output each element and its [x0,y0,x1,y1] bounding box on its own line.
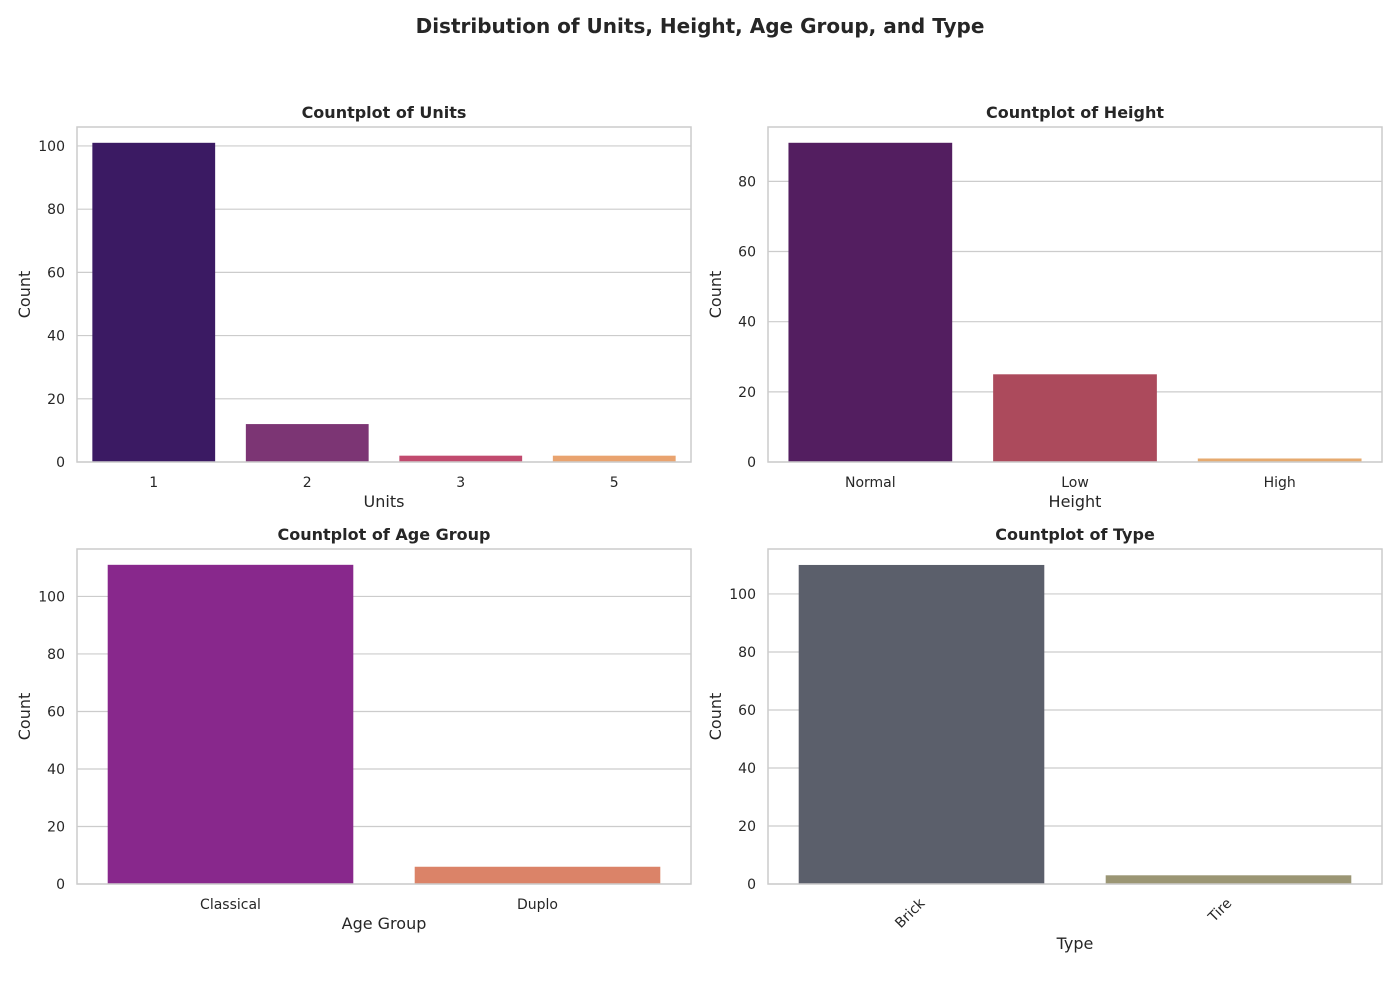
x-axis-label: Units [364,492,405,511]
x-tick-label: High [1264,475,1296,491]
y-axis-label: Count [706,693,725,741]
bar-tire [1105,875,1352,884]
y-tick-label: 0 [747,877,756,893]
x-tick-label: Low [1061,475,1089,491]
bar-duplo [414,866,661,884]
x-tick-label: Brick [892,895,929,932]
y-tick-label: 20 [738,385,756,401]
axes-frame [767,548,1383,885]
bar-brick [798,564,1045,884]
y-tick-label: 0 [56,455,65,471]
y-tick-label: 100 [38,589,65,605]
x-tick-label: Tire [1205,896,1235,926]
bar-classical [107,564,354,884]
panel-title: Countplot of Age Group [278,525,491,544]
x-tick-label: 3 [456,475,465,491]
y-tick-label: 60 [738,245,756,261]
y-axis-label: Count [15,693,34,741]
y-tick-label: 100 [38,139,65,155]
bar-5 [552,455,676,462]
y-axis-label: Count [706,271,725,319]
y-tick-label: 20 [738,819,756,835]
y-tick-label: 20 [47,392,65,408]
bar-high [1197,458,1362,462]
x-tick-label: Classical [200,897,261,913]
axes-frame [767,126,1383,463]
figure-title: Distribution of Units, Height, Age Group… [415,14,985,38]
bar-3 [399,455,523,462]
bar-low [993,374,1157,462]
y-tick-label: 80 [738,174,756,190]
y-tick-label: 40 [47,329,65,345]
y-tick-label: 0 [747,455,756,471]
y-tick-label: 100 [729,587,756,603]
y-tick-label: 40 [738,315,756,331]
panel-title: Countplot of Height [986,103,1164,122]
panel-title: Countplot of Units [302,103,467,122]
y-tick-label: 60 [47,265,65,281]
y-tick-label: 40 [738,761,756,777]
x-tick-label: 5 [610,475,619,491]
x-tick-label: 2 [303,475,312,491]
y-tick-label: 80 [47,202,65,218]
y-axis-label: Count [15,271,34,319]
x-tick-label: Duplo [517,897,558,913]
y-tick-label: 80 [738,645,756,661]
x-tick-label: 1 [149,475,158,491]
x-axis-label: Height [1049,492,1102,511]
y-tick-label: 20 [47,819,65,835]
axes-frame [76,126,692,463]
bar-1 [92,142,216,462]
y-tick-label: 60 [738,703,756,719]
y-tick-label: 60 [47,704,65,720]
y-tick-label: 80 [47,647,65,663]
panel-title: Countplot of Type [995,525,1155,544]
y-tick-label: 40 [47,762,65,778]
x-tick-label: Normal [845,475,896,491]
bar-2 [245,424,369,462]
x-axis-label: Type [1056,934,1094,953]
bar-normal [788,142,953,462]
x-axis-label: Age Group [342,914,427,933]
axes-frame [76,548,692,885]
y-tick-label: 0 [56,877,65,893]
